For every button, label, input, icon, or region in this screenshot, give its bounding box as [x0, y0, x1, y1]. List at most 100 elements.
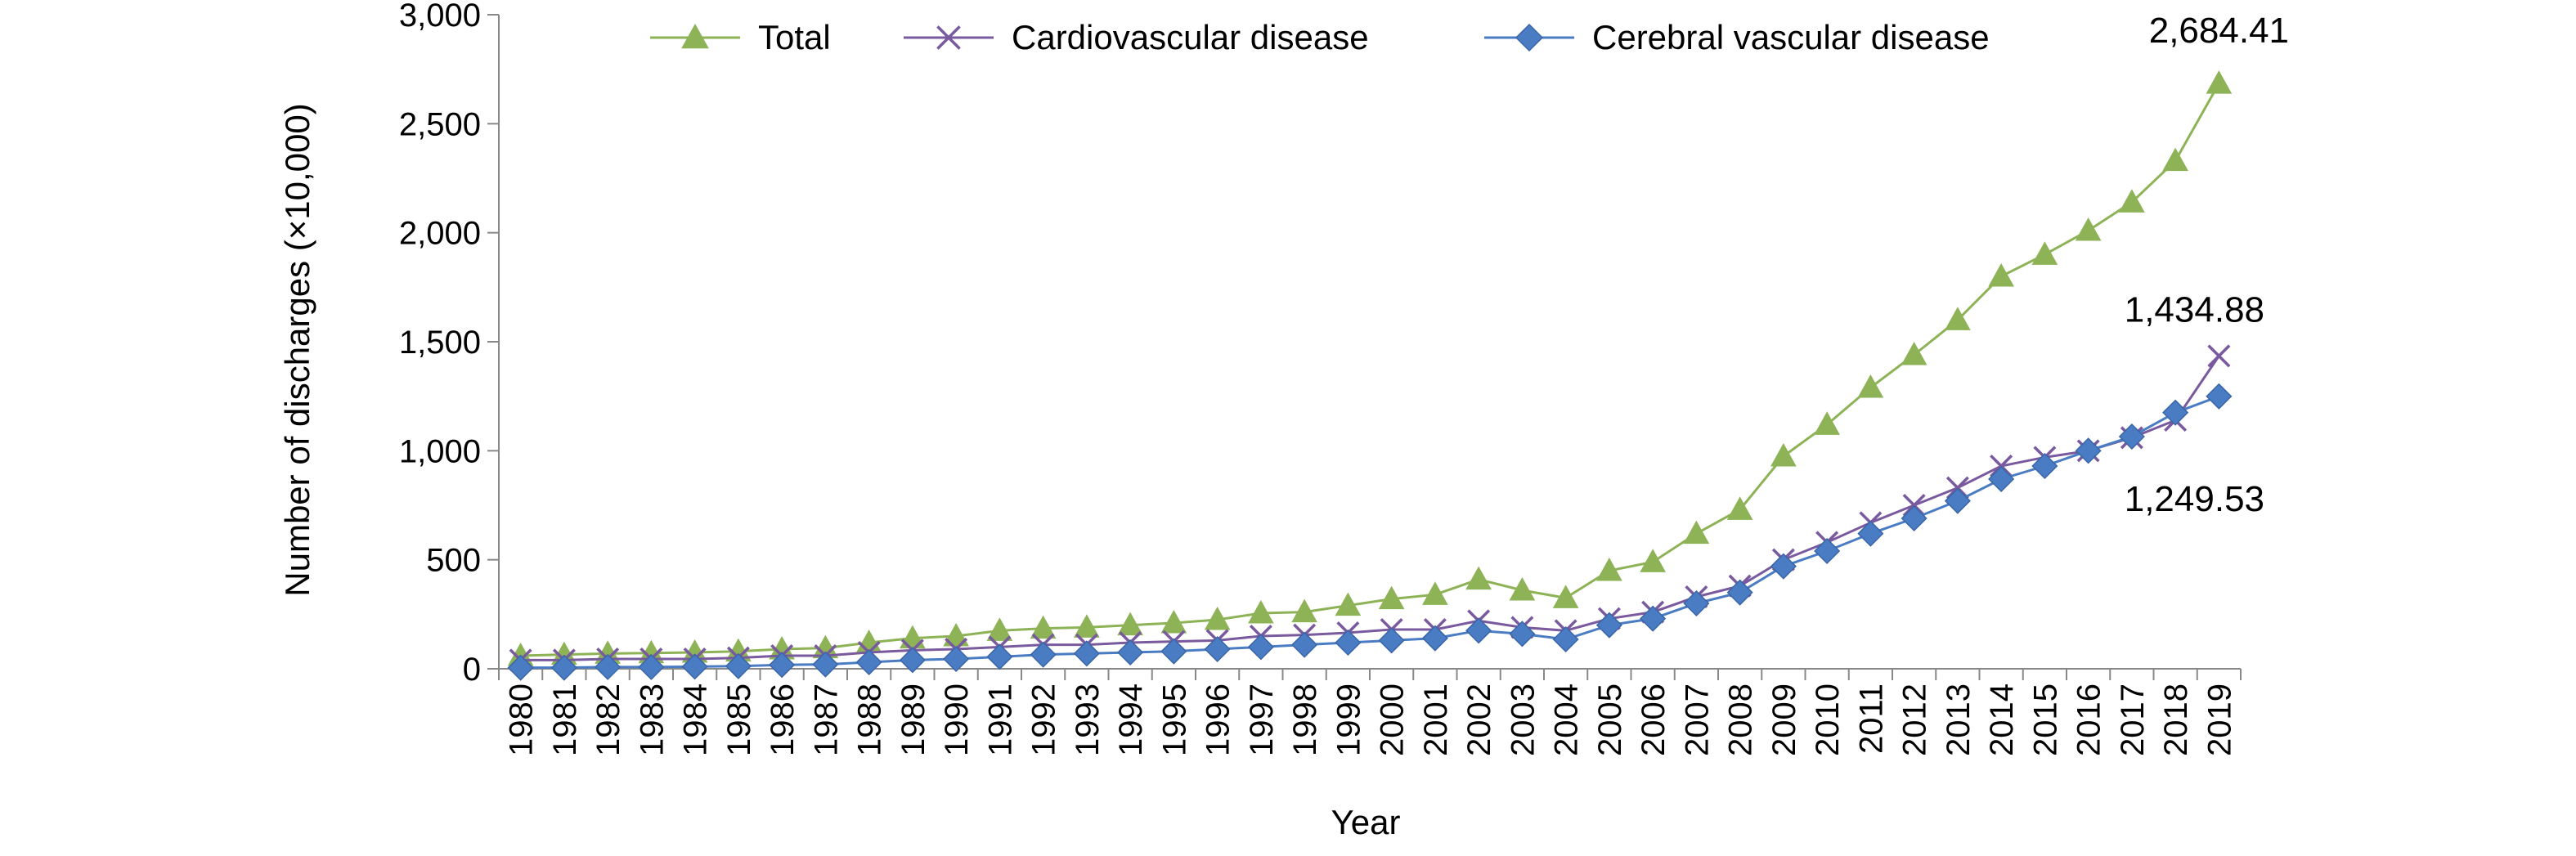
series-line [520, 83, 2220, 657]
data-label: 1,434.88 [2125, 289, 2264, 329]
data-point [1335, 629, 1362, 657]
data-point [1378, 585, 1405, 610]
data-label: 1,249.53 [2125, 479, 2264, 519]
data-point [986, 617, 1013, 641]
legend: Total Cardiovascular disease Cerebral vasc… [650, 18, 1990, 56]
data-point [1770, 442, 1797, 467]
data-point [1160, 638, 1187, 665]
x-tick-label: 1983 [634, 683, 670, 756]
legend-item: Cerebral vascular disease [1484, 18, 1990, 56]
data-point [812, 651, 839, 678]
series-layer [507, 70, 2233, 681]
data-point [595, 653, 622, 680]
legend-label: Cerebral vascular disease [1592, 18, 1990, 56]
legend-marker [936, 25, 961, 50]
data-point [1988, 465, 2015, 493]
data-point [1726, 496, 1753, 520]
data-point [1335, 592, 1362, 616]
x-tick-label: 1992 [1026, 683, 1062, 756]
x-tick-label: 2008 [1723, 683, 1759, 756]
data-point [1814, 411, 1840, 435]
data-point [2206, 383, 2233, 410]
legend-item: Total [650, 18, 831, 56]
data-point [1465, 617, 1492, 644]
y-tick-label: 500 [426, 543, 481, 579]
x-axis-title: Year [1331, 803, 1401, 841]
data-point [2207, 344, 2231, 368]
data-point [1552, 625, 1579, 653]
x-tick-label: 2011 [1853, 683, 1889, 754]
data-point [1247, 634, 1274, 661]
x-tick-label: 1987 [808, 683, 844, 756]
data-point [1117, 612, 1143, 636]
x-tick-label: 1994 [1113, 683, 1149, 756]
legend-label: Cardiovascular disease [1012, 18, 1369, 56]
x-tick-label: 2004 [1549, 683, 1585, 756]
data-point [855, 648, 882, 676]
x-tick-label: 2001 [1418, 683, 1454, 756]
x-tick-label: 2009 [1766, 683, 1802, 756]
x-axis: 1980 1981 1982 1983 1984 1985 1986 1987 1988 1989… [498, 668, 2242, 756]
y-axis: 0 500 1,000 1,500 2,000 2,500 3,000 [399, 0, 500, 688]
data-point [1857, 520, 1884, 547]
x-tick-label: 2002 [1461, 683, 1497, 756]
x-tick-label: 2003 [1505, 683, 1541, 756]
series-cerebral-vascular-disease [507, 383, 2233, 681]
data-point [550, 654, 577, 681]
data-point [1901, 341, 1928, 365]
data-point [1770, 553, 1797, 580]
data-point [2031, 452, 2058, 480]
x-tick-label: 1989 [895, 683, 931, 756]
y-tick-label: 1,500 [399, 325, 481, 361]
data-point [2075, 217, 2102, 241]
x-tick-label: 1991 [982, 683, 1018, 756]
x-tick-label: 2007 [1679, 683, 1715, 756]
data-point [1030, 641, 1057, 668]
data-point [638, 653, 665, 680]
x-tick-label: 2000 [1375, 683, 1411, 756]
data-point [1640, 549, 1666, 572]
x-tick-label: 1988 [852, 683, 888, 756]
x-tick-label: 1996 [1200, 683, 1236, 756]
x-tick-label: 1981 [547, 683, 583, 756]
legend-marker [681, 23, 709, 49]
data-point [1726, 579, 1753, 606]
data-point [1378, 627, 1405, 654]
x-tick-label: 1985 [721, 683, 757, 756]
data-point [1596, 557, 1622, 581]
data-point [2162, 147, 2188, 172]
data-point [507, 654, 534, 681]
x-tick-label: 2010 [1810, 683, 1846, 756]
data-point [1901, 504, 1928, 532]
data-point [1074, 614, 1100, 638]
data-point [1509, 576, 1536, 601]
data-point [1248, 599, 1274, 624]
data-point [1160, 609, 1187, 634]
data-point [1030, 615, 1057, 639]
data-point [1422, 581, 1448, 605]
x-tick-label: 1993 [1070, 683, 1106, 756]
x-tick-label: 2014 [1984, 683, 2020, 756]
data-point [769, 652, 796, 679]
data-point [899, 647, 926, 674]
series-line [520, 395, 2219, 670]
legend-marker [1515, 23, 1544, 52]
x-tick-label: 1995 [1156, 683, 1192, 756]
x-tick-label: 1982 [590, 683, 626, 756]
series-total [507, 70, 2233, 666]
x-tick-label: 2019 [2201, 683, 2237, 756]
series-cardiovascular-disease [509, 344, 2231, 672]
y-tick-label: 1,000 [399, 433, 481, 469]
data-point [943, 645, 970, 673]
x-tick-label: 1984 [678, 683, 714, 756]
x-tick-label: 2016 [2071, 683, 2107, 756]
data-point [1683, 520, 1710, 545]
data-point [1291, 631, 1318, 658]
y-tick-label: 3,000 [399, 0, 481, 34]
x-tick-label: 2018 [2158, 683, 2194, 756]
x-tick-label: 2017 [2115, 683, 2151, 756]
data-point [2206, 70, 2233, 94]
data-point [1117, 639, 1144, 666]
data-point [986, 643, 1013, 670]
